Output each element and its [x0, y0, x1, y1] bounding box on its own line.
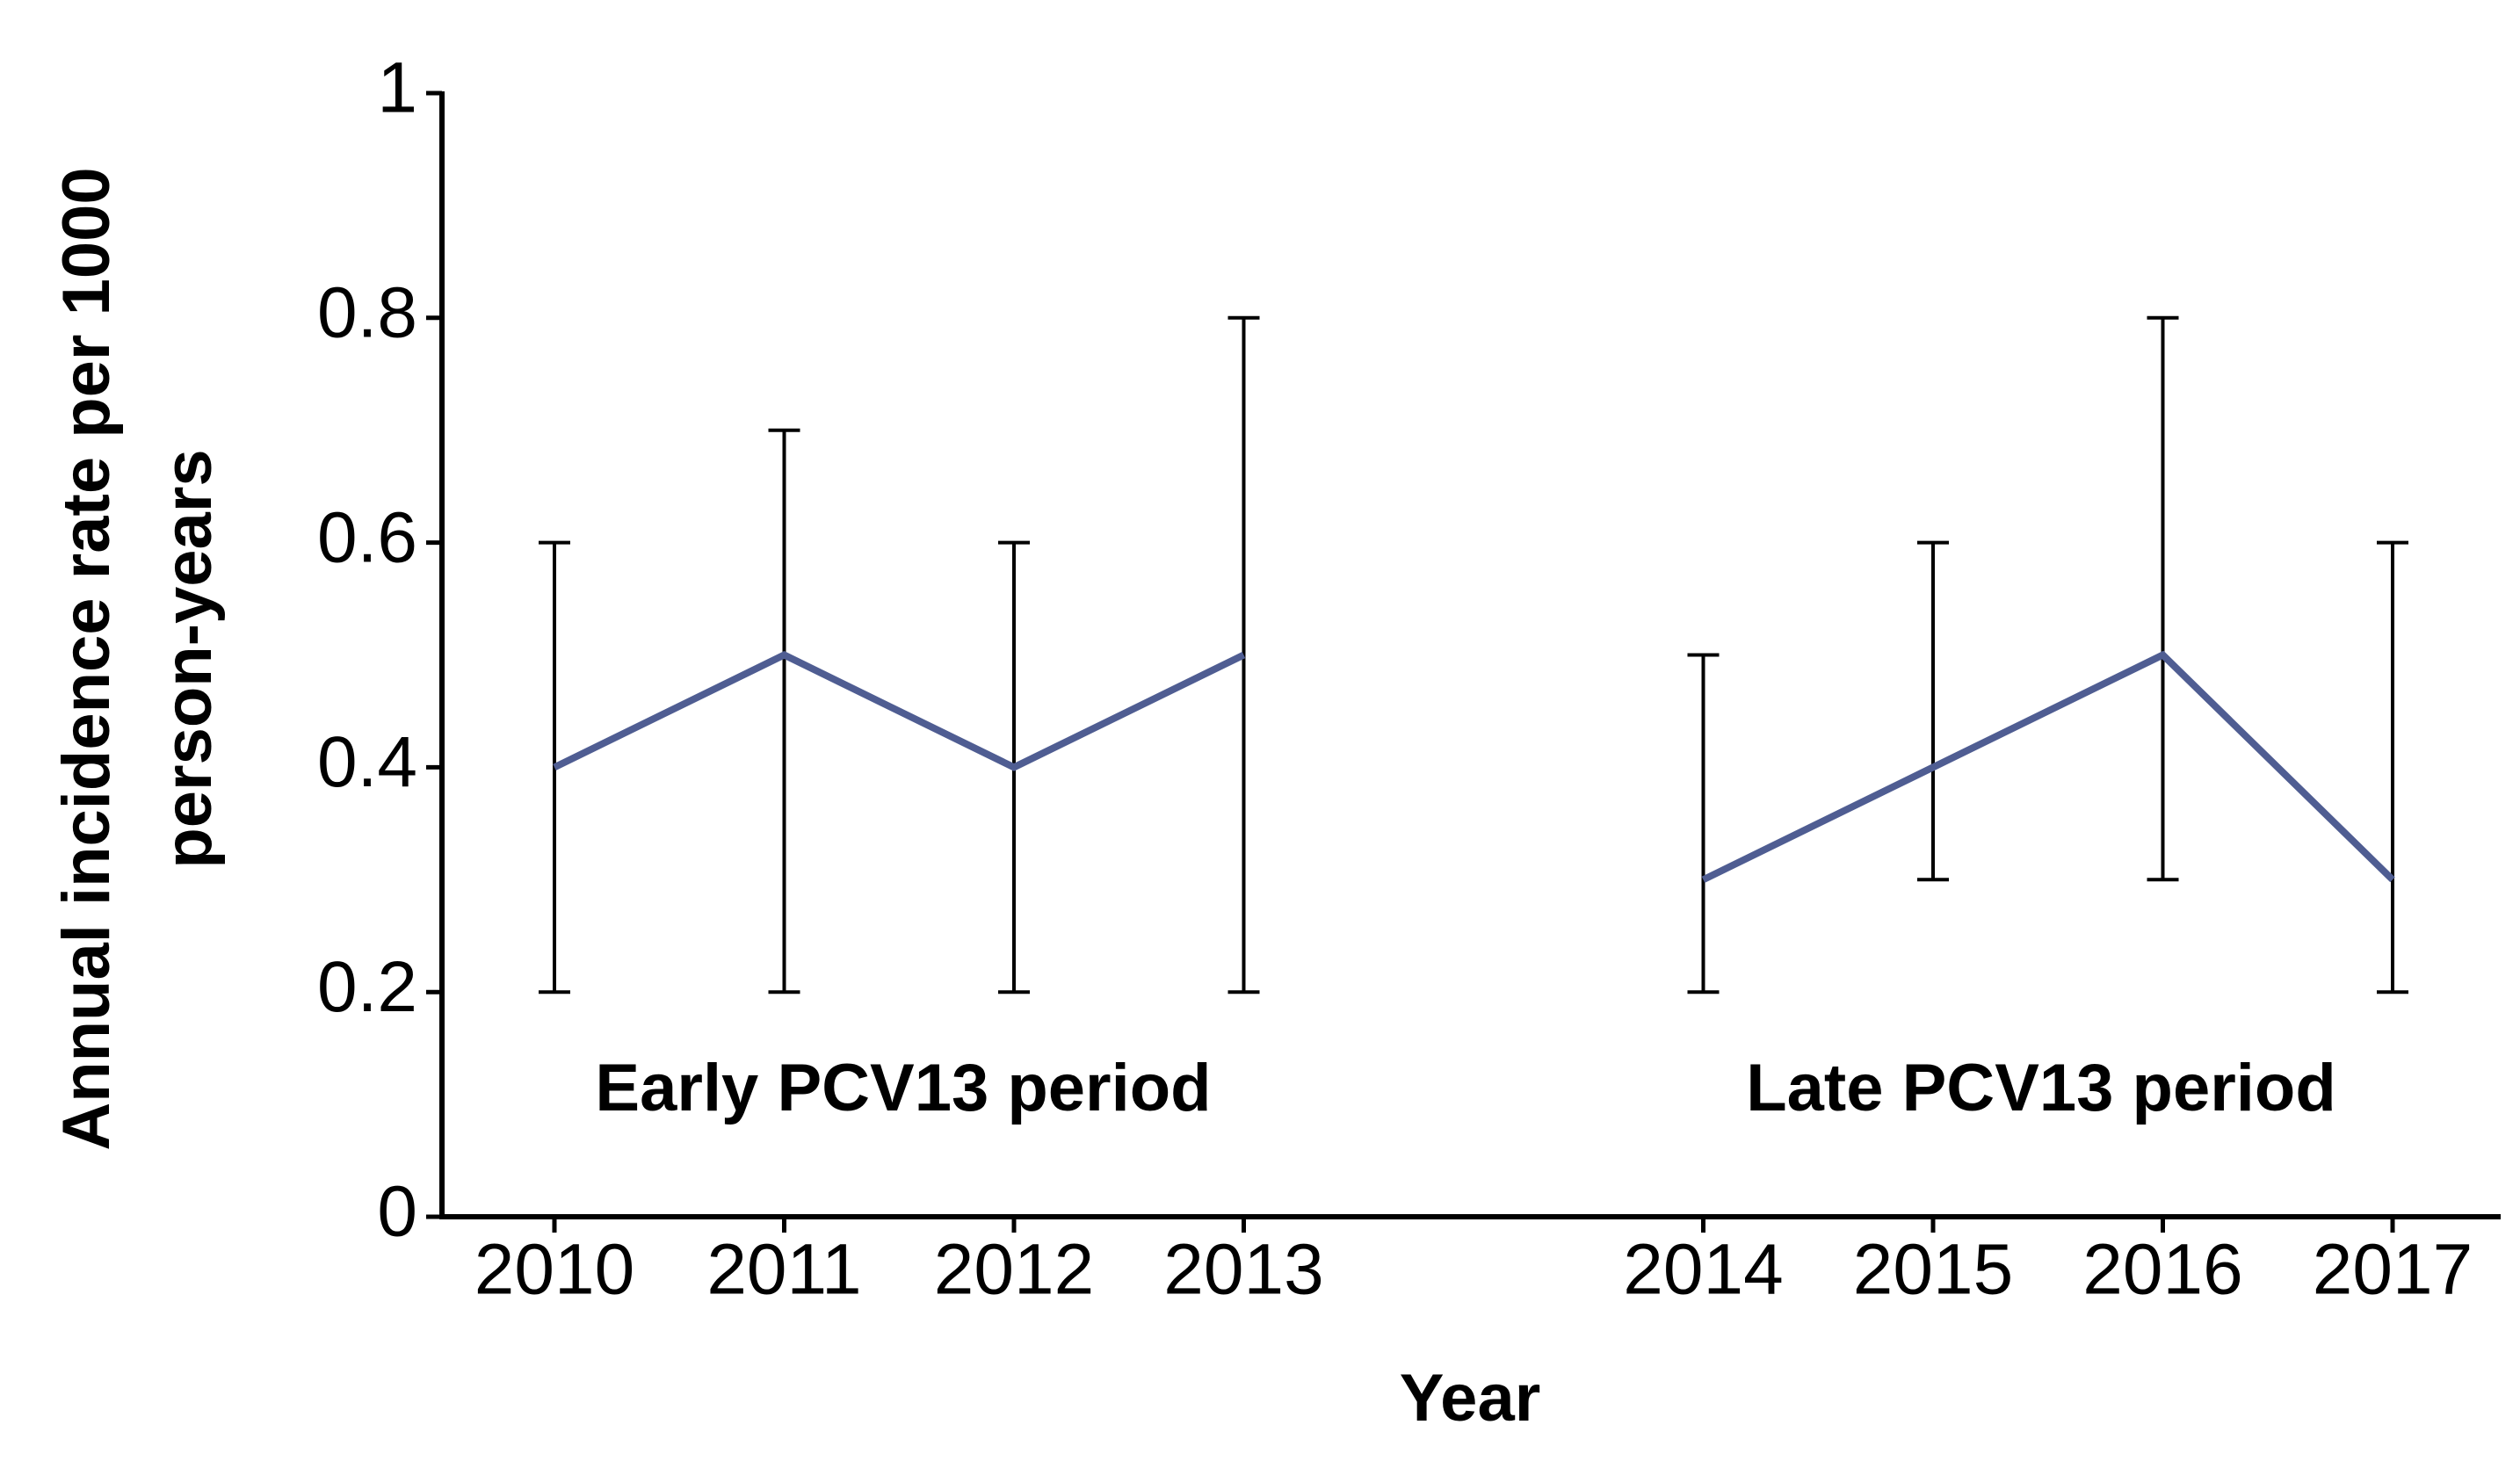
annotation: Late PCV13 period: [1746, 1051, 2336, 1125]
y-tick-label: 0: [377, 1172, 417, 1252]
x-tick-label: 2012: [934, 1230, 1094, 1310]
data-line: [553, 650, 2395, 883]
x-tick-label: 2016: [2082, 1230, 2242, 1310]
y-tick-label: 0.8: [317, 272, 417, 352]
x-axis-title: Year: [1400, 1361, 1541, 1436]
y-tick-label: 0.6: [317, 497, 417, 577]
x-tick-label: 2017: [2313, 1230, 2473, 1310]
y-tick-label: 0.4: [317, 722, 417, 802]
x-tick-label: 2011: [706, 1230, 861, 1310]
y-axis-title: Annual incidence rate per 1000: [49, 167, 124, 1150]
y-tick-label: 0.2: [317, 947, 417, 1027]
x-tick-label: 2010: [474, 1230, 634, 1310]
x-tick-label: 2014: [1623, 1230, 1783, 1310]
annotation: Early PCV13 period: [595, 1051, 1211, 1125]
y-axis-title: person-years: [151, 449, 226, 868]
x-tick-label: 2015: [1853, 1230, 2013, 1310]
x-tick-label: 2013: [1163, 1230, 1323, 1310]
y-tick-label: 1: [377, 48, 417, 128]
